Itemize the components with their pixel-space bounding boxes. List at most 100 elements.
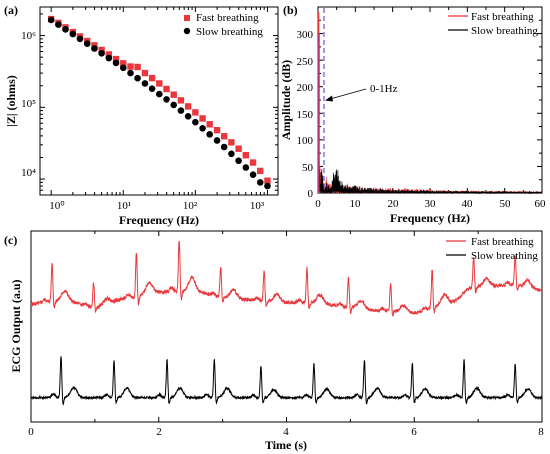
- slow-breathing-point: [206, 131, 213, 138]
- panel-a-legend: Fast breathing Slow breathing: [183, 12, 263, 38]
- panel-c-xtick-2: 2: [156, 426, 162, 438]
- legend-a-slow-marker: [183, 27, 191, 35]
- panel-a-frame: [39, 6, 279, 196]
- fast-breathing-point: [242, 152, 250, 159]
- slow-breathing-point: [98, 50, 105, 57]
- panel-c-xtick-1: 0: [28, 426, 34, 438]
- fast-breathing-point: [206, 121, 213, 128]
- slow-breathing-point: [235, 157, 242, 165]
- panel-a-ytick-2: 10⁵: [21, 98, 36, 110]
- fast-breathing-point: [192, 109, 199, 116]
- panel-a-ytick-3: 10⁶: [21, 30, 36, 42]
- panel-b-xtick-1: 0: [315, 198, 321, 210]
- panel-a-xtick-2: 10¹: [117, 200, 131, 212]
- panel-b-ytick-5: 200: [297, 82, 314, 94]
- slow-breathing-point: [105, 54, 113, 62]
- fast-breathing-ecg: [30, 240, 543, 318]
- fast-breathing-spectrum: [317, 46, 543, 195]
- panel-b-annotation-arrow: [329, 88, 367, 100]
- fast-breathing-point: [170, 91, 177, 98]
- panel-b-xtick-6: 50: [500, 198, 512, 210]
- panel-a-xtick-1: 10⁰: [49, 200, 65, 212]
- slow-breathing-spectrum: [317, 71, 543, 195]
- slow-breathing-point: [163, 96, 170, 103]
- fast-breathing-point: [184, 103, 192, 110]
- panel-b-ytick-3: 100: [297, 135, 314, 147]
- panel-a: (a) 10⁰ 10¹ 10² 10³ 10⁴ 10⁵ 10⁶ Frequenc…: [4, 3, 279, 227]
- fast-breathing-point: [112, 55, 120, 63]
- panel-c-legend: Fast breathing Slow breathing: [446, 236, 538, 262]
- panel-c-ylabel: ECG Output (a.u): [9, 279, 23, 372]
- panel-c: (c) 0 2 4 6 8 Time (s) ECG Output (a.u) …: [4, 230, 544, 452]
- slow-breathing-point: [242, 164, 250, 171]
- slow-breathing-point: [76, 35, 84, 43]
- slow-breathing-ecg: [30, 356, 543, 406]
- panel-a-ylabel: |Z| (ohms): [4, 75, 18, 127]
- panel-b-arrowhead: [325, 95, 333, 102]
- slow-breathing-point: [170, 101, 178, 109]
- slow-breathing-point: [91, 45, 98, 52]
- panel-b-ytick-7: 300: [297, 29, 314, 41]
- slow-breathing-point: [69, 30, 77, 38]
- slow-breathing-point: [264, 182, 271, 190]
- panel-b-ytick-6: 250: [297, 56, 314, 68]
- slow-breathing-point: [177, 107, 185, 114]
- panel-c-xtick-4: 6: [411, 426, 417, 438]
- panel-b-lines: [317, 12, 543, 195]
- fast-breathing-point: [127, 63, 134, 70]
- panel-a-label: (a): [4, 3, 18, 17]
- panel-a-xtick-3: 10²: [183, 200, 198, 212]
- slow-breathing-point: [213, 137, 221, 144]
- fast-breathing-point: [134, 63, 141, 71]
- panel-c-xtick-5: 8: [538, 426, 544, 438]
- fast-breathing-point: [228, 139, 235, 146]
- slow-breathing-point: [62, 26, 69, 33]
- fast-breathing-point: [257, 167, 264, 175]
- panel-a-xlabel: Frequency (Hz): [119, 213, 199, 227]
- slow-breathing-point: [184, 112, 192, 120]
- slow-breathing-point: [155, 90, 163, 98]
- fast-breathing-point: [177, 97, 185, 104]
- fast-breathing-point: [264, 177, 271, 184]
- slow-breathing-point: [249, 171, 257, 179]
- slow-breathing-point: [141, 80, 149, 87]
- slow-breathing-point: [83, 40, 91, 48]
- slow-breathing-point: [199, 125, 206, 132]
- panel-b-xtick-2: 10: [350, 198, 362, 210]
- fast-breathing-point: [98, 46, 105, 54]
- slow-breathing-point: [119, 64, 127, 72]
- fast-breathing-point: [235, 145, 242, 152]
- slow-breathing-point: [228, 150, 235, 158]
- legend-b-slow-label: Slow breathing: [471, 25, 538, 37]
- fast-breathing-point: [163, 85, 170, 93]
- slow-breathing-point: [134, 74, 141, 82]
- fast-breathing-point: [105, 51, 113, 58]
- legend-c-fast-label: Fast breathing: [471, 236, 534, 248]
- panel-a-ytick-1: 10⁴: [21, 167, 36, 179]
- fast-breathing-point: [199, 115, 206, 122]
- panel-b-ytick-1: 0: [308, 188, 314, 200]
- panel-c-xtick-3: 4: [283, 426, 289, 438]
- panel-b-label: (b): [283, 3, 298, 17]
- panel-c-xlabel: Time (s): [265, 438, 307, 452]
- slow-breathing-point: [220, 143, 228, 151]
- panel-c-label: (c): [4, 233, 17, 247]
- panel-b-xtick-5: 40: [462, 198, 474, 210]
- legend-b-fast-label: Fast breathing: [471, 11, 534, 23]
- panel-a-points: [47, 15, 271, 190]
- slow-breathing-point: [256, 179, 264, 186]
- fast-breathing-point: [141, 69, 149, 77]
- panel-b: (b) 0 10 20 30 40 50 60 0 50 100 150 200…: [279, 3, 546, 225]
- slow-breathing-point: [192, 118, 199, 126]
- legend-a-fast-label: Fast breathing: [196, 12, 259, 24]
- slow-breathing-point: [55, 21, 62, 28]
- slow-breathing-point: [127, 69, 134, 77]
- slow-breathing-point: [148, 85, 156, 92]
- panel-b-xtick-7: 60: [535, 198, 547, 210]
- legend-a-slow-label: Slow breathing: [196, 26, 263, 38]
- legend-a-fast-marker: [184, 15, 190, 21]
- panel-b-xlabel: Frequency (Hz): [390, 211, 470, 225]
- panel-b-ylabel: Amplitude (dB): [279, 60, 293, 140]
- panel-a-ticks: [40, 7, 278, 195]
- fast-breathing-point: [249, 159, 257, 166]
